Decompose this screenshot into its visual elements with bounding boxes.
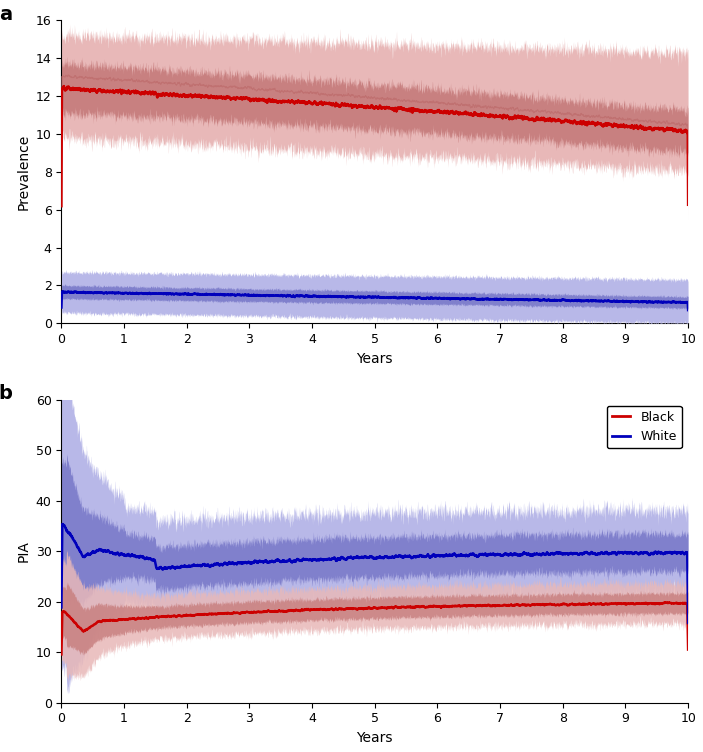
X-axis label: Years: Years xyxy=(356,352,393,365)
Y-axis label: Prevalence: Prevalence xyxy=(16,134,30,210)
X-axis label: Years: Years xyxy=(356,731,393,745)
Y-axis label: PIA: PIA xyxy=(16,540,30,562)
Text: b: b xyxy=(0,384,13,403)
Legend: Black, White: Black, White xyxy=(607,406,682,448)
Text: a: a xyxy=(0,5,12,24)
